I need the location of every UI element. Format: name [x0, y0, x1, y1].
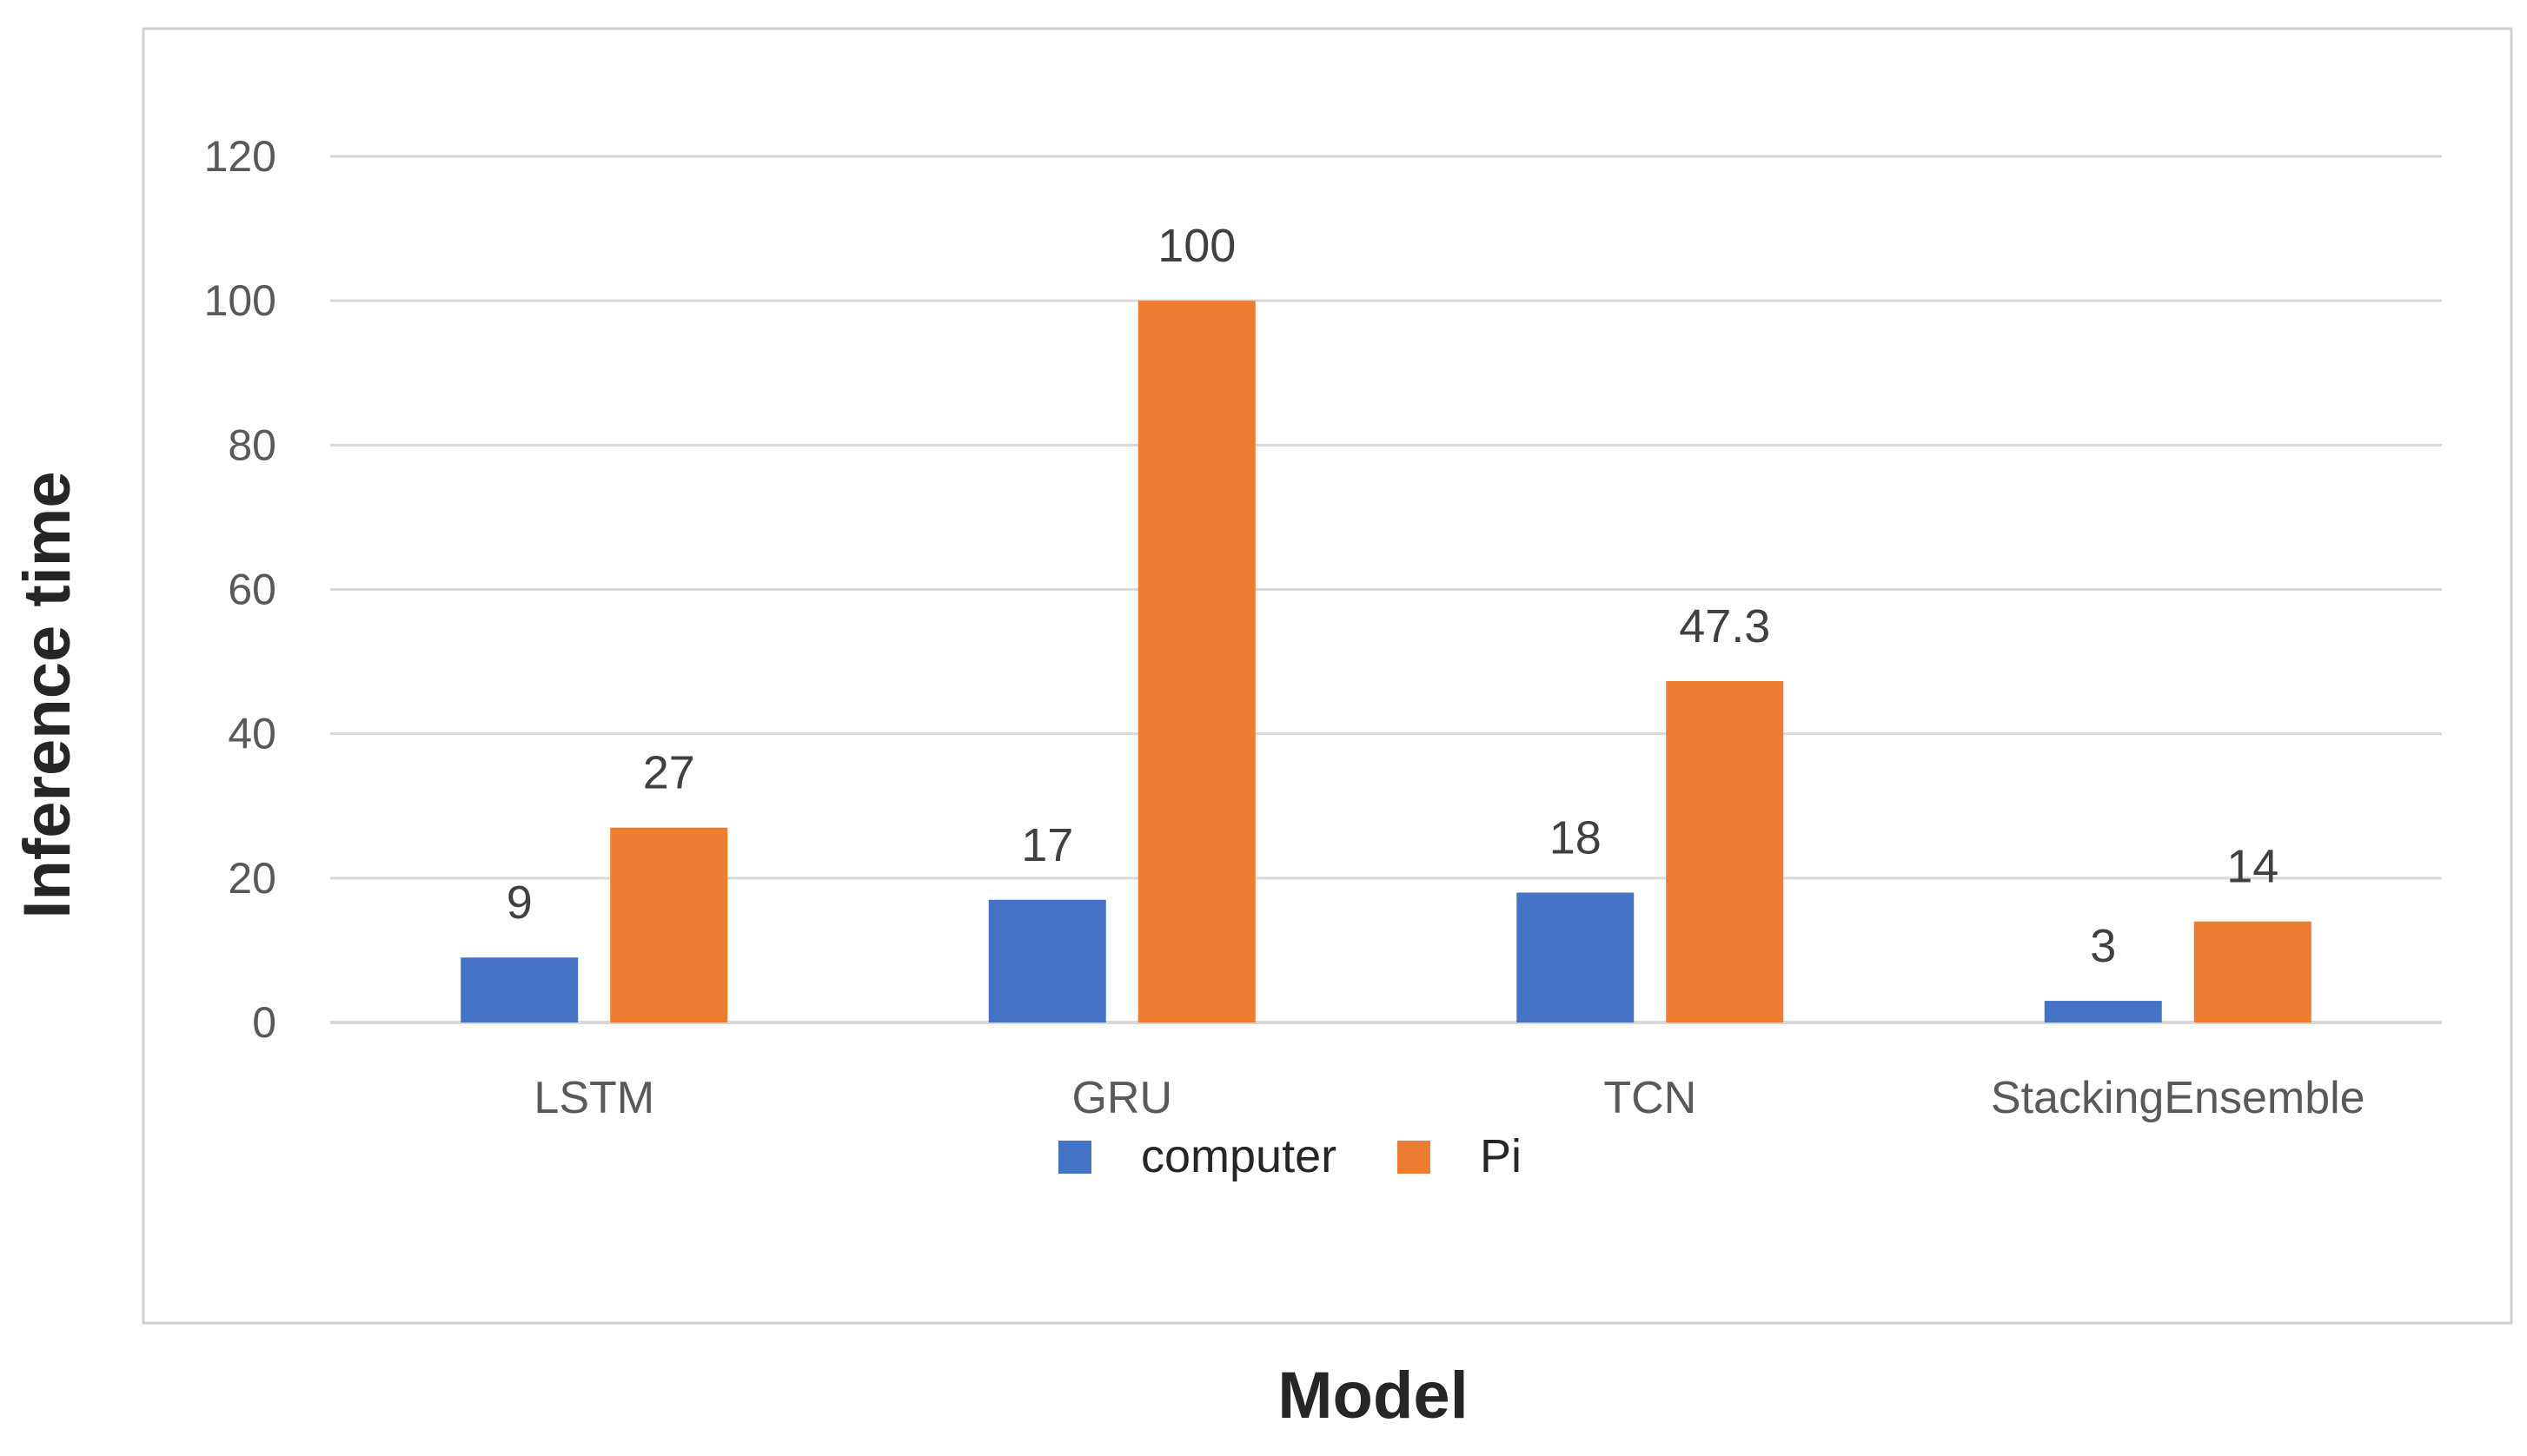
- data-label: 3: [2090, 920, 2116, 972]
- bars: [461, 301, 2311, 1023]
- y-tick-label: 80: [228, 420, 276, 469]
- x-category-label: LSTM: [534, 1073, 654, 1123]
- x-axis-categories: LSTM GRU TCN StackingEnsemble: [534, 1073, 2365, 1123]
- y-axis-ticks: 0 20 40 60 80 100 120: [204, 132, 276, 1047]
- legend[interactable]: computer Pi: [1058, 1130, 1522, 1182]
- legend-label: computer: [1141, 1130, 1336, 1182]
- data-label: 27: [643, 747, 695, 799]
- bar-pi-tcn[interactable]: [1666, 681, 1784, 1023]
- y-tick-label: 40: [228, 710, 276, 758]
- data-label: 14: [2226, 841, 2278, 893]
- y-axis-title: Inference time: [10, 471, 84, 918]
- legend-item-pi[interactable]: Pi: [1397, 1130, 1522, 1182]
- x-axis-title: Model: [1277, 1359, 1469, 1433]
- chart-frame: [142, 27, 2513, 1325]
- data-label: 9: [507, 877, 533, 929]
- y-tick-label: 120: [204, 132, 276, 181]
- bar-pi-lstm[interactable]: [610, 827, 728, 1023]
- y-tick-label: 20: [228, 854, 276, 903]
- bar-computer-gru[interactable]: [988, 899, 1106, 1023]
- y-tick-label: 60: [228, 566, 276, 614]
- legend-swatch: [1058, 1141, 1091, 1174]
- bar-pi-stackingensemble[interactable]: [2193, 921, 2311, 1023]
- legend-swatch: [1397, 1141, 1430, 1174]
- y-tick-label: 0: [252, 998, 276, 1047]
- data-labels: 9 27 17 100 18 47.3 3 14: [507, 220, 2279, 972]
- x-category-label: TCN: [1603, 1073, 1696, 1123]
- data-label: 17: [1021, 819, 1073, 871]
- legend-item-computer[interactable]: computer: [1058, 1130, 1336, 1182]
- bar-computer-stackingensemble[interactable]: [2044, 1001, 2162, 1023]
- bar-computer-lstm[interactable]: [461, 957, 579, 1023]
- bar-computer-tcn[interactable]: [1516, 892, 1635, 1023]
- data-label: 100: [1157, 220, 1236, 272]
- x-category-label: StackingEnsemble: [1991, 1073, 2365, 1123]
- data-label: 47.3: [1679, 600, 1770, 652]
- legend-label: Pi: [1480, 1130, 1522, 1182]
- bar-pi-gru[interactable]: [1137, 301, 1256, 1023]
- y-tick-label: 100: [204, 276, 276, 325]
- x-category-label: GRU: [1071, 1073, 1172, 1123]
- data-label: 18: [1549, 811, 1602, 864]
